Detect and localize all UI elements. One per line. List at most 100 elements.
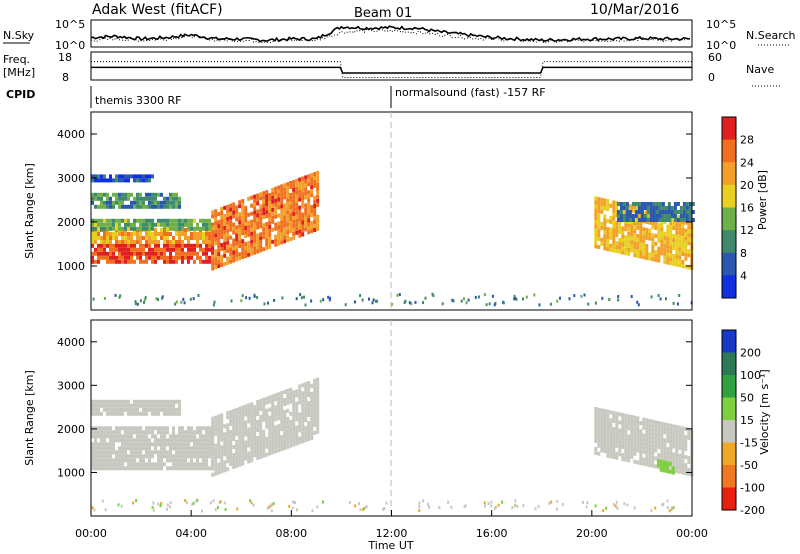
power-cell xyxy=(127,226,130,231)
power-cell xyxy=(97,232,100,236)
velocity-cell xyxy=(612,411,616,415)
velocity-cell xyxy=(615,427,619,432)
power-cell xyxy=(163,204,166,209)
power-cell xyxy=(678,255,682,260)
velocity-cell xyxy=(310,395,314,400)
velocity-cell xyxy=(211,432,215,437)
velocity-cells xyxy=(91,377,694,513)
power-cell xyxy=(678,263,682,268)
power-cell xyxy=(172,196,175,201)
velocity-cell xyxy=(274,417,278,422)
power-cell xyxy=(304,223,308,228)
velocity-cell xyxy=(657,453,661,458)
velocity-cell xyxy=(277,396,281,401)
velocity-cell xyxy=(600,448,604,453)
velocity-cell xyxy=(630,439,634,443)
velocity-cell xyxy=(609,442,613,447)
velocity-cell xyxy=(160,426,163,431)
power-cell xyxy=(603,230,607,235)
velocity-cell xyxy=(211,424,215,429)
velocity-cell xyxy=(145,442,148,447)
velocity-cell xyxy=(94,434,97,439)
power-cell xyxy=(196,251,199,256)
velocity-cell xyxy=(184,454,187,459)
power-cell xyxy=(371,301,374,305)
power-cell xyxy=(133,251,136,256)
velocity-cell xyxy=(139,458,142,463)
power-cell xyxy=(172,200,175,205)
velocity-cell xyxy=(133,403,136,408)
velocity-cell xyxy=(294,501,296,505)
velocity-cell xyxy=(316,417,320,422)
velocity-cell xyxy=(594,439,598,443)
velocity-colorbar-tick: 100 xyxy=(740,369,761,382)
velocity-cell xyxy=(244,424,248,429)
power-cell xyxy=(175,218,178,223)
velocity-cell xyxy=(190,458,193,463)
power-cell xyxy=(652,218,656,222)
power-cell xyxy=(154,255,157,260)
power-colorbar-tick: 28 xyxy=(740,134,754,147)
velocity-cell xyxy=(127,438,130,443)
power-cell xyxy=(295,206,299,211)
velocity-cell xyxy=(175,434,178,439)
power-cell xyxy=(250,211,254,216)
velocity-cell xyxy=(310,427,314,432)
velocity-cell xyxy=(115,407,118,412)
velocity-cell xyxy=(262,441,266,446)
velocity-cell xyxy=(247,459,251,464)
power-cell xyxy=(247,196,251,201)
velocity-cell xyxy=(247,443,251,448)
velocity-cell xyxy=(172,442,175,447)
velocity-cell xyxy=(120,504,123,508)
velocity-cell xyxy=(630,435,634,439)
power-cell xyxy=(298,217,302,222)
velocity-cell xyxy=(185,501,188,505)
velocity-cell xyxy=(109,411,112,416)
velocity-cell xyxy=(259,414,263,419)
power-cell xyxy=(223,205,227,210)
velocity-cell xyxy=(301,399,305,404)
velocity-cell xyxy=(163,462,166,467)
velocity-cell xyxy=(292,394,296,399)
power-cell xyxy=(594,244,598,249)
power-cell xyxy=(174,302,177,306)
velocity-cell xyxy=(286,396,290,401)
velocity-cell xyxy=(193,442,196,447)
power-cell xyxy=(607,297,610,301)
power-cell xyxy=(372,298,375,302)
power-cell xyxy=(247,240,251,245)
power-colorbar-swatch xyxy=(722,252,736,276)
power-cell xyxy=(630,232,634,237)
power-cell xyxy=(127,178,130,183)
velocity-cell xyxy=(118,399,121,404)
power-cell xyxy=(244,250,248,254)
velocity-cell xyxy=(687,431,691,436)
velocity-cell xyxy=(250,414,254,419)
velocity-cell xyxy=(220,413,224,418)
power-cell xyxy=(612,208,616,213)
power-cell xyxy=(91,174,94,179)
velocity-cell xyxy=(256,448,260,452)
power-cell xyxy=(657,230,661,235)
velocity-cell xyxy=(103,462,106,467)
velocity-cell xyxy=(193,430,196,435)
velocity-cell xyxy=(280,399,284,404)
velocity-cell xyxy=(145,403,148,408)
velocity-cell xyxy=(259,434,263,439)
power-cell xyxy=(175,196,178,201)
velocity-ylabel: Slant Range [km] xyxy=(23,370,36,466)
power-cell xyxy=(205,259,208,264)
velocity-cell xyxy=(627,434,631,439)
power-cell xyxy=(172,243,175,248)
power-cell xyxy=(187,226,190,231)
power-cell xyxy=(283,223,287,228)
velocity-cell xyxy=(651,431,655,436)
power-cell xyxy=(681,260,685,264)
power-cell xyxy=(687,249,691,254)
power-cell xyxy=(522,297,524,301)
power-cell xyxy=(136,251,139,256)
velocity-cell xyxy=(606,425,610,430)
velocity-cell xyxy=(217,426,221,431)
velocity-cell xyxy=(112,446,115,451)
